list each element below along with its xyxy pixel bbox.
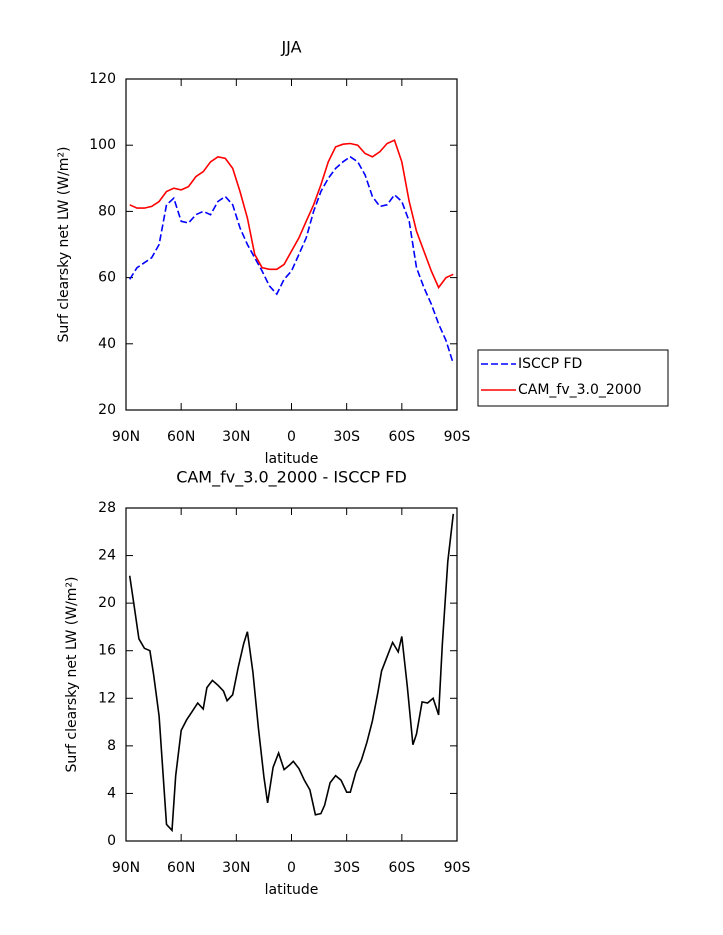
y-tick-label: 60	[98, 270, 116, 286]
y-tick-label: 16	[98, 643, 116, 659]
legend-label: CAM_fv_3.0_2000	[518, 382, 642, 398]
legend-label: ISCCP FD	[518, 356, 582, 372]
x-tick-label: 60N	[167, 860, 195, 876]
x-tick-label: 90S	[444, 860, 471, 876]
y-tick-label: 40	[98, 336, 116, 352]
x-tick-label: 0	[287, 860, 296, 876]
plot-frame	[125, 507, 458, 842]
y-tick-label: 20	[98, 402, 116, 418]
y-tick-label: 12	[98, 690, 116, 706]
y-tick-label: 80	[98, 203, 116, 219]
x-tick-label: 90N	[112, 429, 140, 445]
x-tick-label: 30N	[222, 429, 250, 445]
y-tick-label: 0	[107, 833, 116, 849]
data-line	[129, 139, 454, 290]
x-tick-label: 30S	[333, 429, 360, 445]
data-line	[129, 155, 455, 364]
x-tick-label: 30N	[222, 860, 250, 876]
y-tick-label: 24	[98, 548, 116, 564]
chart-title: CAM_fv_3.0_2000 - ISCCP FD	[176, 468, 407, 488]
x-tick-label: 60N	[167, 429, 195, 445]
legend-box	[477, 349, 669, 407]
y-tick-label: 4	[107, 785, 116, 801]
plot-frame	[125, 78, 458, 411]
y-tick-label: 120	[89, 71, 116, 87]
data-line	[128, 513, 455, 833]
chart-title: JJA	[280, 38, 301, 57]
x-tick-label: 0	[287, 429, 296, 445]
x-axis-label: latitude	[265, 451, 319, 467]
x-tick-label: 60S	[388, 860, 415, 876]
y-axis-label: Surf clearsky net LW (W/m²)	[56, 146, 72, 342]
y-tick-label: 20	[98, 595, 116, 611]
y-tick-label: 28	[98, 500, 116, 516]
y-tick-label: 100	[89, 137, 116, 153]
x-tick-label: 60S	[388, 429, 415, 445]
x-tick-label: 90N	[112, 860, 140, 876]
y-tick-label: 8	[107, 738, 116, 754]
x-axis-label: latitude	[265, 882, 319, 898]
x-tick-label: 90S	[444, 429, 471, 445]
x-tick-label: 30S	[333, 860, 360, 876]
y-axis-label: Surf clearsky net LW (W/m²)	[64, 576, 80, 772]
